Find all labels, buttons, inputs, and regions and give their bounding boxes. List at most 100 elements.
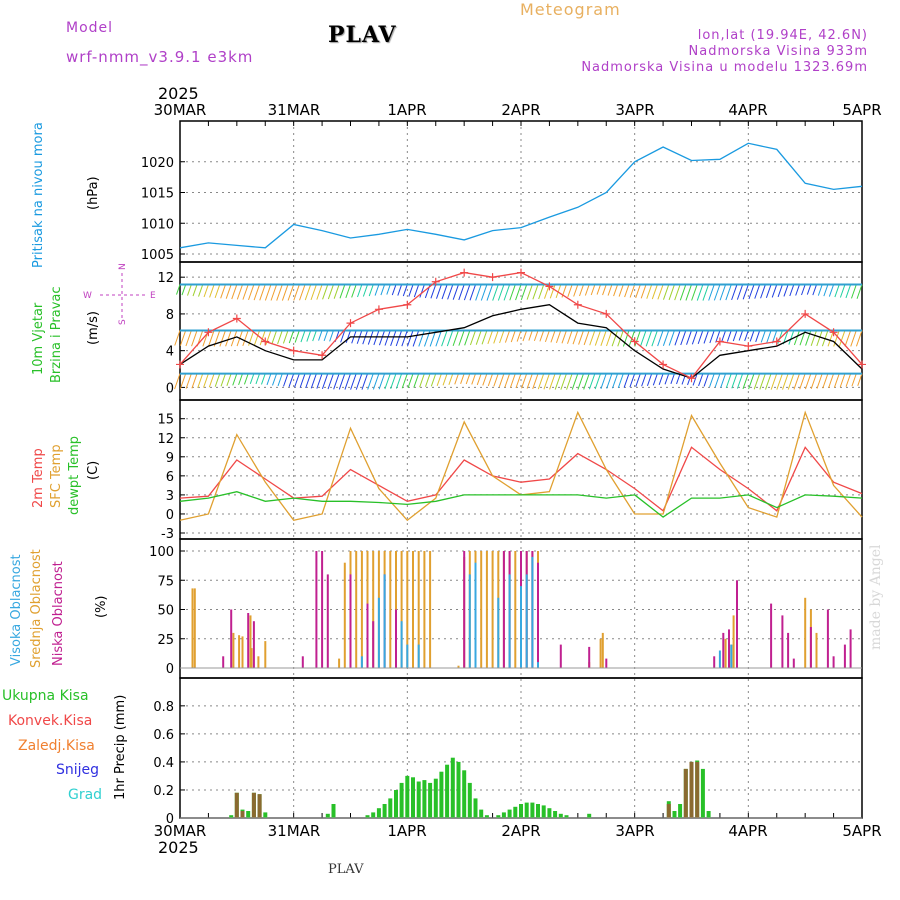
wind-barb [594,330,602,346]
wind-barb [185,373,192,389]
precip-bar-ukupnakisa [547,808,552,818]
wind-barb [607,284,613,296]
clouds-bar-niska [247,613,250,668]
precip-bar-ukupnakisa [382,804,387,818]
clouds-bar-niska [559,644,562,668]
wind-barb [475,330,482,345]
wind-barb [367,373,374,390]
clouds-bar-niska [826,609,829,668]
wind-barb [209,284,215,298]
gust-marker [630,337,639,346]
wind-barb [277,330,283,345]
clouds-bar-niska [787,632,790,668]
clouds-bar-srednja [480,551,483,668]
precip-bar-konvekkisa [689,761,694,818]
wind-barb [441,284,448,300]
wind-barb [606,373,613,389]
wind-barb [670,373,675,384]
wind-barb [560,373,567,390]
wind-barb [748,373,755,390]
wind-barb [754,284,761,299]
pressure-ytick-label: 1005 [141,248,174,263]
wind-barb [231,284,238,300]
clouds-bar-visoka [377,597,380,668]
gust-marker [829,328,838,337]
gust-marker [176,360,184,369]
wind-barb [281,284,289,301]
clouds-bar-srednja [815,632,818,668]
wind-barb [176,284,181,295]
wind-barb [374,284,380,296]
wind-barb [486,284,494,301]
clouds-bar-niska [832,656,835,668]
gust-marker [772,337,781,346]
clouds-bar-srednja [193,588,196,668]
wind-barb [436,284,442,299]
wind-barb [777,284,783,298]
clouds-bar-visoka [730,644,733,668]
tick-top-1apr: 1APR [387,101,426,119]
wind-barb [697,330,704,345]
precip-bar-ukupnakisa [553,811,558,818]
wind-barb [567,330,573,344]
wind-barb [686,330,692,345]
clouds-bar-visoka [537,662,539,668]
clouds-bar-niska [366,603,369,668]
precip-bar-ukupnakisa [229,815,234,818]
wind-barb [372,373,380,390]
wind-barb [544,330,550,343]
wind-barb [539,330,545,342]
wind-barb [264,284,272,301]
compass-s: S [118,319,128,325]
precip-bar-ukupnakisa [541,805,546,818]
gust-marker [346,319,355,328]
wind-barb [839,284,846,298]
wind-barb [515,284,522,301]
wind-ytick-label: 8 [166,308,174,323]
clouds-bar-niska [713,656,716,668]
wind-barb [828,373,835,389]
wind-barb [322,284,329,300]
wind-barb [487,373,494,387]
wind-barb [522,330,528,342]
wind-barb [623,373,630,388]
wind-barb [509,284,516,301]
wind-barb [692,373,698,386]
wind-barb [174,330,181,346]
pressure-unit: (hPa) [86,176,101,210]
wind-barb [390,373,397,390]
precip-bar-ukupnakisa [439,771,444,818]
pressure-ytick-label: 1015 [141,187,174,202]
clouds-bar-srednja [238,635,241,668]
wind-barb [533,330,539,342]
wind-barb [270,284,278,301]
wind-barb [277,373,283,387]
clouds-ytick-label: 50 [157,604,174,619]
precip-bar-ukupnakisa [496,815,501,818]
clouds-bar-visoka [406,644,409,668]
wind-barb [658,373,664,385]
wind-barb [782,373,789,390]
gust-marker [715,337,724,346]
wind-barb [448,373,454,386]
precip-bar-konvekkisa [251,792,256,818]
precip-bar-ukupnakisa [365,815,370,818]
wind-barb [742,373,749,390]
clouds-bar-niska [849,629,852,668]
precip-bar-ukupnakisa [507,809,512,818]
wind-barb [731,373,738,389]
clouds-bar-srednja [429,551,432,668]
wind-barb [499,330,505,344]
wind-barb [618,284,624,297]
wind-barb [464,330,471,346]
clouds-bar-srednja [599,638,602,669]
elevation-text: Nadmorska Visina 933m [688,44,868,59]
precip-bar-konvekkisa [666,804,671,818]
wind-barb [771,284,778,298]
wind-barb [460,373,465,384]
clouds-bar-visoka [718,650,721,668]
wind-barb [629,284,636,298]
wind-barb [469,330,477,346]
wind-barb [198,284,204,297]
clouds-bar-srednja [343,562,346,668]
